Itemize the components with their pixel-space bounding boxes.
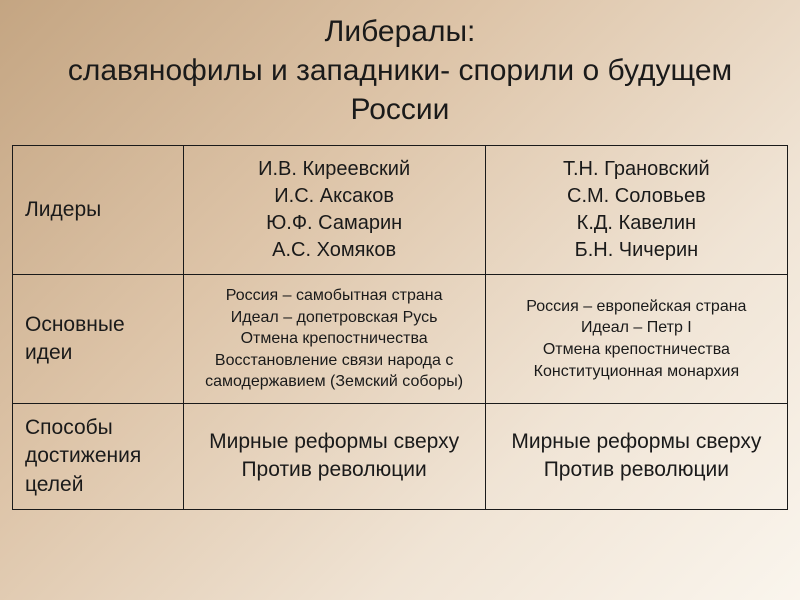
- ideas-westernizers: Россия – европейская странаИдеал – Петр …: [485, 275, 787, 404]
- table-row-leaders: Лидеры И.В. КиреевскийИ.С. АксаковЮ.Ф. С…: [13, 146, 788, 275]
- leaders-westernizers: Т.Н. ГрановскийС.М. СоловьевК.Д. Кавелин…: [485, 146, 787, 275]
- table-row-methods: Способы достижения целей Мирные реформы …: [13, 403, 788, 509]
- leaders-slavophiles: И.В. КиреевскийИ.С. АксаковЮ.Ф. СамаринА…: [183, 146, 485, 275]
- methods-slavophiles: Мирные реформы сверхуПротив революции: [183, 403, 485, 509]
- methods-westernizers: Мирные реформы сверхуПротив революции: [485, 403, 787, 509]
- slide-container: Либералы:славянофилы и западники- спорил…: [0, 0, 800, 600]
- table-row-ideas: Основные идеи Россия – самобытная страна…: [13, 275, 788, 404]
- row-label-methods: Способы достижения целей: [13, 403, 184, 509]
- row-label-leaders: Лидеры: [13, 146, 184, 275]
- slide-title: Либералы:славянофилы и западники- спорил…: [0, 0, 800, 145]
- comparison-table: Лидеры И.В. КиреевскийИ.С. АксаковЮ.Ф. С…: [12, 145, 788, 510]
- ideas-slavophiles: Россия – самобытная странаИдеал – допетр…: [183, 275, 485, 404]
- row-label-ideas: Основные идеи: [13, 275, 184, 404]
